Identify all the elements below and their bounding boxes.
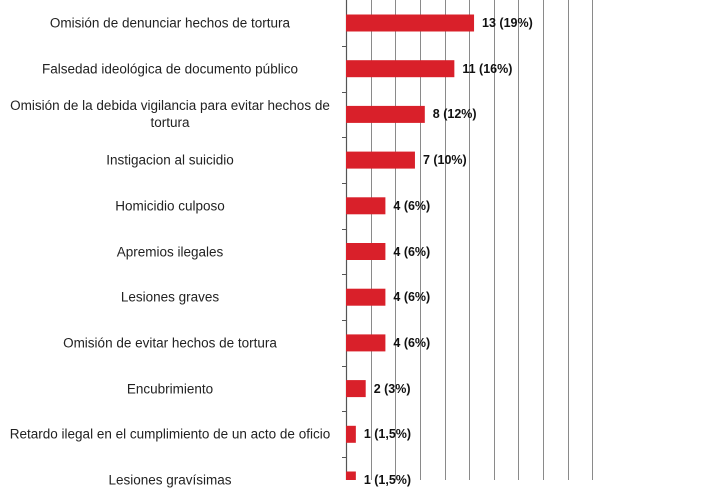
data-label: 11 (16%) bbox=[462, 61, 513, 76]
data-label: 4 (6%) bbox=[393, 244, 431, 259]
category-label: Instigacion al suicidio bbox=[106, 152, 234, 168]
bar bbox=[346, 334, 386, 352]
bar bbox=[346, 60, 455, 78]
category-label: Lesiones gravísimas bbox=[108, 472, 232, 488]
category-label: Omisión de denunciar hechos de tortura bbox=[49, 15, 291, 31]
data-label: 4 (6%) bbox=[393, 335, 431, 350]
bar bbox=[346, 425, 356, 443]
data-label: 1 (1,5%) bbox=[363, 473, 412, 487]
data-label: 4 (6%) bbox=[393, 198, 431, 213]
category-label: Lesiones graves bbox=[120, 289, 220, 305]
category-label: Encubrimiento bbox=[126, 381, 214, 397]
category-label: Homicidio culposo bbox=[115, 198, 225, 214]
bar bbox=[346, 105, 425, 123]
data-label: 4 (6%) bbox=[393, 290, 431, 305]
bar bbox=[346, 380, 366, 398]
data-label: 8 (12%) bbox=[432, 107, 477, 122]
data-label: 13 (19%) bbox=[482, 16, 533, 30]
category-label: Retardo ilegal en el cumplimiento de un … bbox=[9, 426, 331, 442]
bar bbox=[346, 288, 386, 306]
category-label: Omisión de la debida vigilancia para evi… bbox=[10, 98, 330, 131]
bar bbox=[346, 14, 475, 32]
data-label: 2 (3%) bbox=[373, 381, 411, 396]
data-label: 7 (10%) bbox=[422, 153, 467, 168]
bar bbox=[346, 197, 386, 215]
category-label: Omisión de evitar hechos de tortura bbox=[63, 335, 277, 351]
bar bbox=[346, 151, 415, 169]
data-label: 1 (1,5%) bbox=[363, 427, 412, 442]
category-label: Apremios ilegales bbox=[116, 244, 224, 259]
bar bbox=[346, 471, 356, 480]
category-label: Falsedad ideológica de documento público bbox=[42, 61, 298, 77]
bar bbox=[346, 243, 386, 260]
